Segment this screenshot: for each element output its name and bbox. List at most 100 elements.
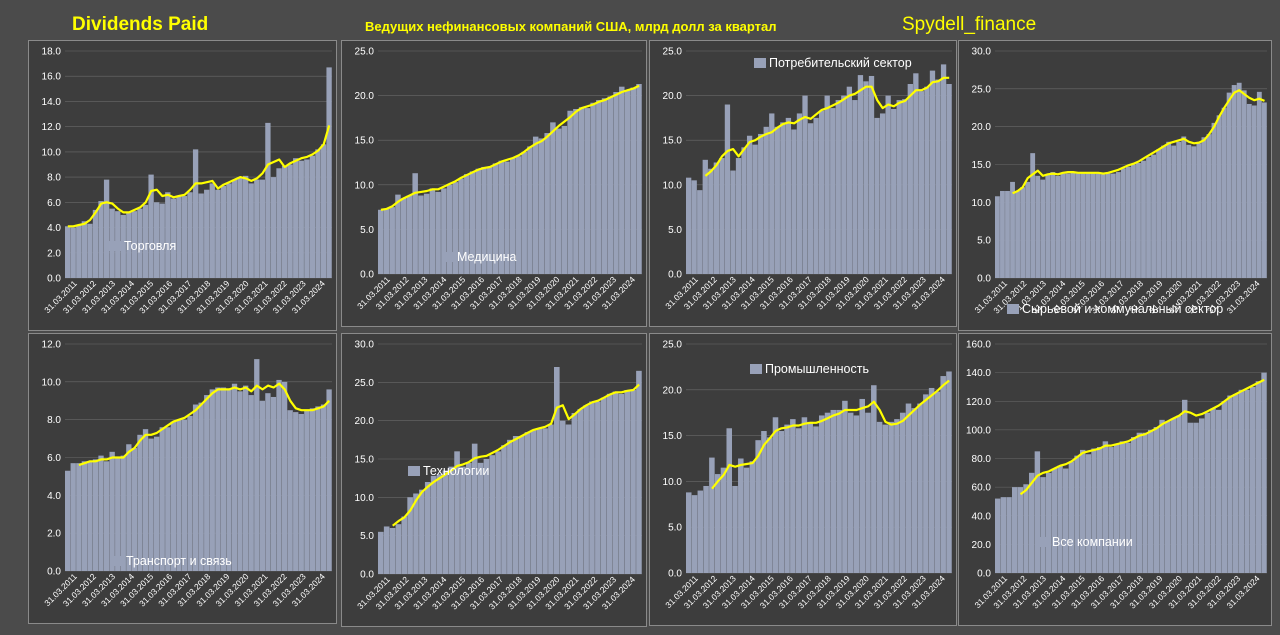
bar: [1000, 497, 1007, 573]
bar: [204, 395, 210, 571]
bar: [697, 490, 704, 573]
y-tick-label: 10.0: [42, 377, 62, 388]
bar: [859, 398, 865, 573]
chart-panel-5: 0.0 2.0 4.0 6.0 8.0 10.0 12.0 31.03.2011 31.03.2…: [28, 333, 337, 624]
bar: [882, 424, 889, 573]
bar: [1241, 90, 1247, 278]
bar: [946, 371, 952, 573]
y-tick-label: 0.0: [360, 570, 374, 581]
bar: [495, 451, 501, 574]
bar: [1125, 166, 1131, 278]
bar: [1191, 146, 1197, 278]
y-tick-label: 4.0: [47, 491, 61, 502]
bar: [714, 474, 721, 573]
bar: [709, 457, 715, 573]
y-tick-label: 15.0: [663, 136, 683, 147]
bar: [265, 393, 271, 571]
bar: [281, 381, 288, 571]
bar: [510, 158, 516, 274]
bar: [469, 171, 476, 274]
bar: [1010, 181, 1015, 278]
y-tick-label: 12.0: [42, 122, 62, 133]
bar: [131, 448, 138, 571]
bar: [835, 100, 841, 274]
bar: [265, 122, 271, 278]
bar: [894, 419, 900, 573]
bar: [896, 100, 902, 274]
bar: [293, 158, 299, 278]
bar: [154, 436, 160, 571]
bar: [248, 183, 254, 278]
y-tick-label: 10.0: [663, 477, 683, 488]
y-tick-label: 30.0: [972, 47, 992, 58]
bar: [735, 158, 742, 274]
y-tick-label: 10.0: [42, 147, 62, 158]
bar: [1211, 122, 1217, 278]
bar: [1156, 149, 1162, 278]
bar: [1181, 136, 1187, 278]
bar: [708, 168, 714, 274]
bar: [1142, 432, 1148, 573]
bar: [865, 412, 871, 573]
bar: [790, 419, 796, 573]
bar: [555, 128, 562, 274]
y-tick-label: 120.0: [966, 397, 991, 408]
bar: [863, 81, 869, 274]
bar: [1114, 444, 1120, 573]
bar: [304, 410, 310, 571]
bar: [76, 463, 82, 571]
chart-panel-7: 0.0 5.0 10.0 15.0 20.0 25.0 31.03.2011 31.03.20…: [649, 333, 957, 626]
bar: [98, 455, 104, 571]
bar: [713, 162, 720, 274]
y-tick-label: 20.0: [663, 385, 683, 396]
bar: [530, 429, 537, 574]
bar: [891, 108, 897, 274]
bar: [774, 126, 780, 274]
bar: [536, 428, 542, 574]
bar: [1141, 160, 1146, 278]
legend-label: Сырьевой и коммунальный сектор: [1022, 302, 1223, 316]
bar: [103, 461, 110, 571]
bar: [1075, 173, 1081, 278]
bar: [813, 426, 819, 573]
bar: [287, 164, 293, 278]
chart-svg: 0.05.010.015.020.025.031.03.201131.03.20…: [663, 340, 952, 610]
bar: [911, 408, 918, 573]
chart-panel-1: 0.0 2.0 4.0 6.0 8.0 10.0 12.0 14.0 16.0 18.0 31.03…: [28, 40, 337, 331]
y-tick-label: 25.0: [355, 47, 375, 58]
bar: [378, 531, 384, 574]
bar: [934, 391, 941, 573]
y-tick-label: 25.0: [663, 340, 683, 351]
bar: [1100, 174, 1106, 278]
bar: [401, 516, 408, 574]
legend-swatch: [1007, 304, 1019, 314]
y-tick-label: 60.0: [972, 483, 992, 494]
bar: [293, 412, 299, 571]
y-tick-label: 25.0: [663, 47, 683, 58]
bar: [215, 189, 221, 278]
bar: [1000, 190, 1005, 278]
y-tick-label: 15.0: [355, 136, 375, 147]
bar: [830, 409, 837, 573]
y-tick-label: 12.0: [42, 340, 62, 351]
bar: [532, 136, 539, 274]
bar: [1201, 137, 1207, 278]
bar: [824, 412, 831, 573]
bar: [1023, 484, 1029, 573]
bar: [879, 113, 886, 274]
bar: [697, 190, 703, 274]
bar: [813, 117, 819, 275]
bar: [691, 180, 697, 274]
bar: [724, 104, 731, 274]
y-tick-label: 160.0: [966, 340, 991, 351]
bar: [761, 431, 767, 573]
bar: [504, 161, 510, 274]
bar: [746, 135, 753, 274]
y-tick-label: 16.0: [42, 72, 62, 83]
bar: [902, 99, 908, 274]
bar: [1074, 455, 1080, 573]
bar: [606, 393, 613, 574]
bar: [1231, 85, 1237, 278]
bar: [165, 192, 171, 278]
bar: [636, 84, 642, 274]
